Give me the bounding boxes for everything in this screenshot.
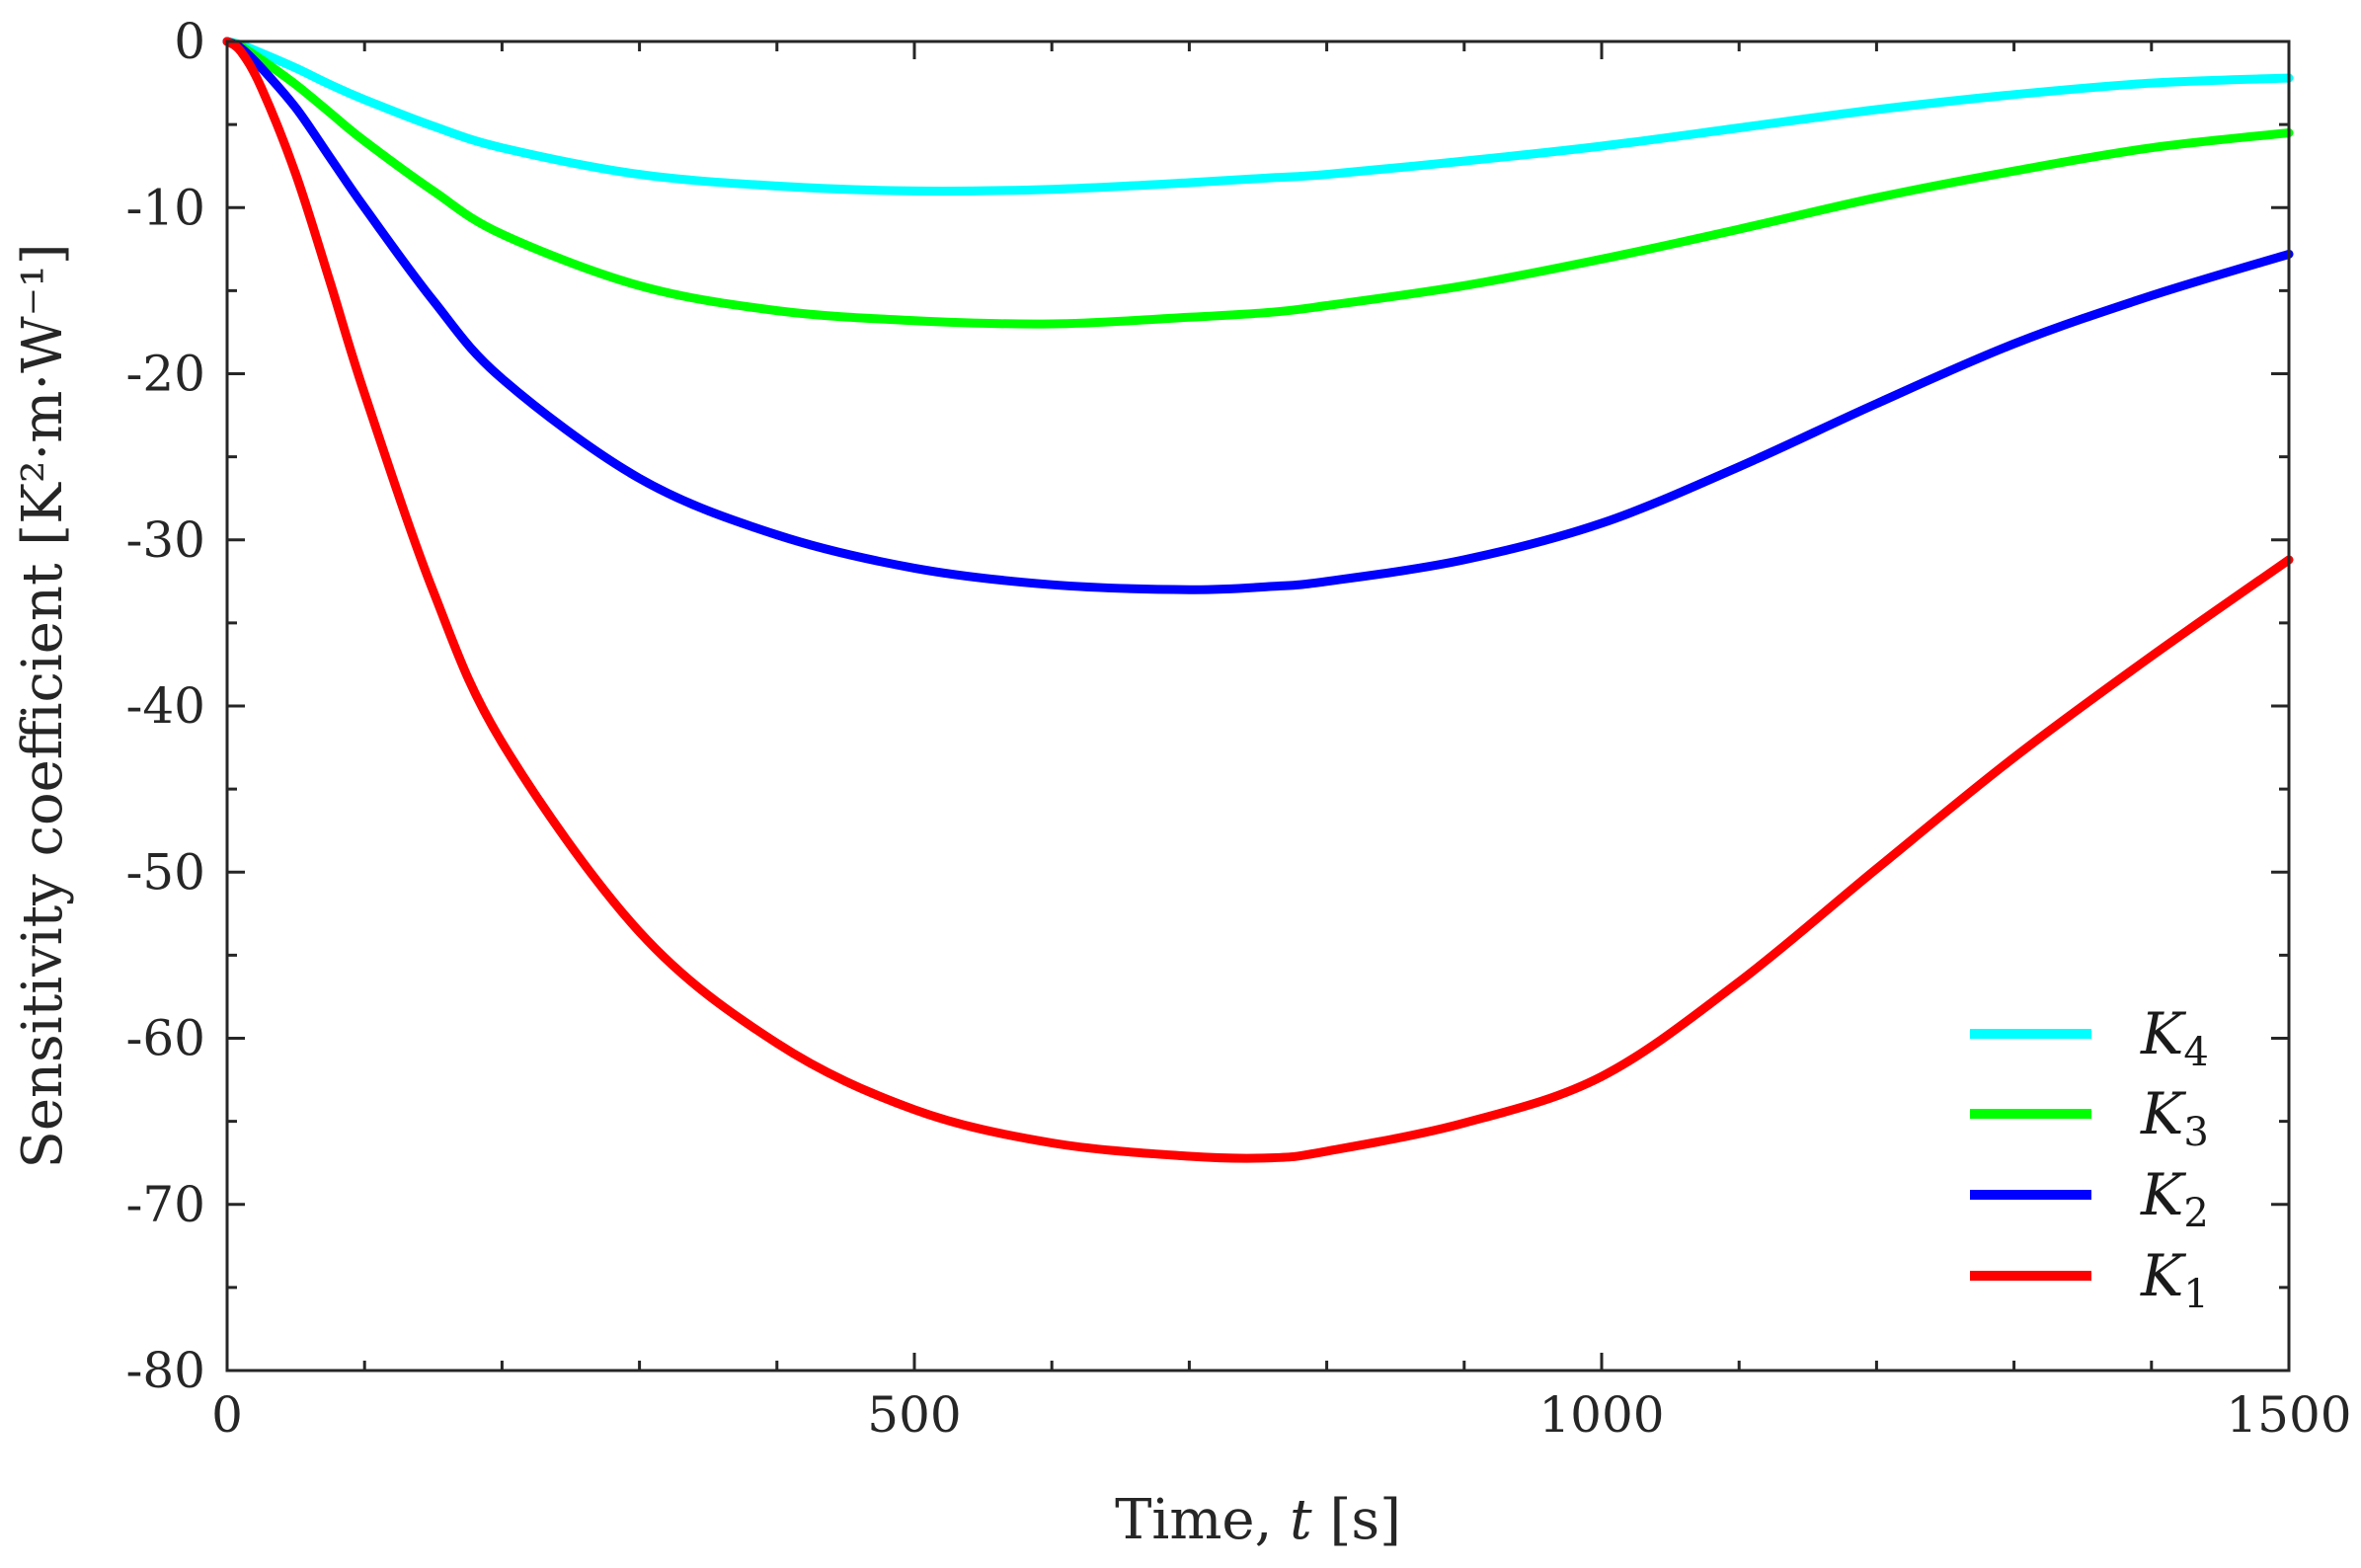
- y-tick-label: -80: [125, 1342, 205, 1399]
- x-axis-label: Time, t [s]: [1115, 1488, 1401, 1552]
- series-line-k1: [222, 37, 2294, 1163]
- ticks-layer: 0 500 1000 1500 0 -10 -20 -30 -40 -50 -60 -70 -80: [125, 13, 2351, 1444]
- series-line-k2: [222, 37, 2294, 594]
- series-line-k4: [222, 37, 2294, 196]
- y-axis-label: Sensitivity coefficient [K²·m·W⁻¹]: [11, 243, 75, 1168]
- y-tick-label: -70: [125, 1176, 205, 1233]
- y-tick-label: -60: [125, 1010, 205, 1067]
- y-tick-label: -20: [125, 346, 205, 403]
- y-tick-label: -40: [125, 677, 205, 735]
- series-layer: [222, 37, 2294, 1163]
- y-tick-label: 0: [174, 13, 205, 70]
- legend-label-k3: K3: [2140, 1080, 2209, 1155]
- y-tick-label: -50: [125, 843, 205, 901]
- x-tick-label: 500: [867, 1386, 961, 1444]
- plot-frame: [225, 39, 2291, 1372]
- series-line-k3: [222, 37, 2294, 329]
- legend-label-k1: K1: [2140, 1242, 2209, 1317]
- legend-label-k2: K2: [2140, 1161, 2209, 1236]
- x-tick-label: 1000: [1538, 1386, 1664, 1444]
- y-tick-label: -10: [125, 179, 205, 236]
- y-tick-label: -30: [125, 511, 205, 569]
- x-tick-label: 1500: [2226, 1386, 2351, 1444]
- legend-label-k4: K4: [2140, 1000, 2209, 1075]
- x-tick-label: 0: [211, 1386, 243, 1444]
